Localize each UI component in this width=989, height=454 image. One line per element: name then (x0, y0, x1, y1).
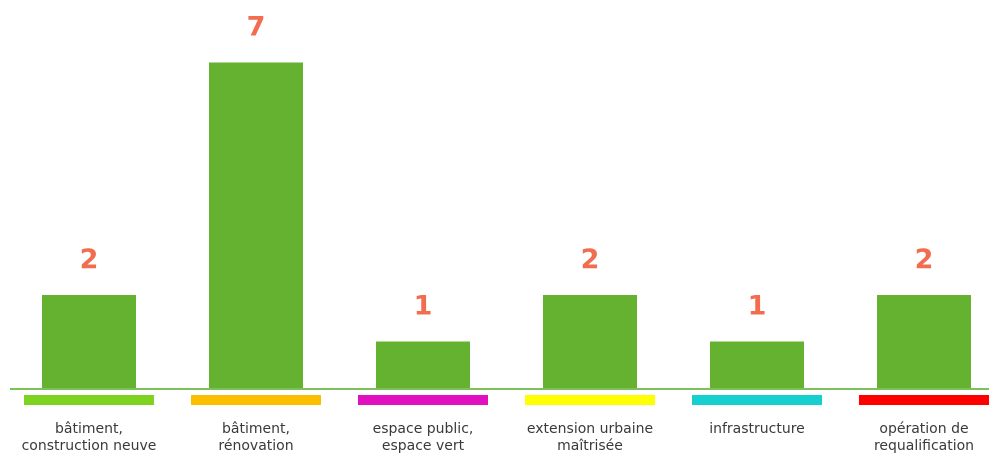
category-labels-group: bâtiment,construction neuvebâtiment,réno… (22, 421, 974, 454)
x-tick-label: espace vert (382, 438, 465, 454)
bar (42, 295, 136, 388)
x-tick-label: bâtiment, (55, 421, 123, 437)
bar (376, 341, 470, 388)
data-label: 1 (748, 291, 767, 322)
x-tick-label: requalification (874, 438, 974, 454)
bar (877, 295, 971, 388)
category-swatch (859, 395, 989, 405)
x-tick-label: extension urbaine (527, 421, 653, 437)
x-tick-label: maîtrisée (557, 438, 623, 454)
data-label: 1 (414, 291, 433, 322)
bar (209, 62, 303, 388)
x-tick-label: bâtiment, (222, 421, 290, 437)
bar (543, 295, 637, 388)
x-tick-label: infrastructure (709, 421, 805, 437)
data-label: 2 (581, 244, 600, 275)
category-swatch (24, 395, 154, 405)
x-tick-label: opération de (879, 421, 968, 437)
data-label: 2 (915, 244, 934, 275)
bars-group (42, 62, 971, 388)
category-swatch (191, 395, 321, 405)
category-swatch (692, 395, 822, 405)
data-label: 7 (247, 12, 266, 43)
bar (710, 341, 804, 388)
x-tick-label: construction neuve (22, 438, 157, 454)
data-label: 2 (80, 244, 99, 275)
category-swatches-group (24, 395, 989, 405)
x-tick-label: rénovation (218, 438, 293, 454)
x-tick-label: espace public, (373, 421, 474, 437)
category-swatch (525, 395, 655, 405)
category-swatch (358, 395, 488, 405)
